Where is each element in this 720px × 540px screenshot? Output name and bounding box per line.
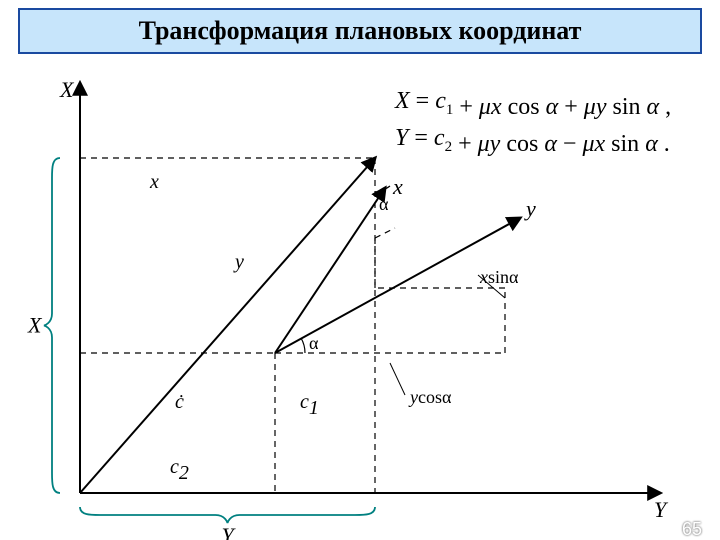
svg-text:Y: Y [654,497,669,522]
slide: Трансформация плановых координат XYxyααx… [0,8,720,540]
svg-text:ċ: ċ [175,391,184,413]
title-text: Трансформация плановых координат [139,16,582,45]
diagram-svg: XYxyααxyċc1c2ycosαxsinαXYX = c1 + μx co… [0,63,720,540]
svg-text:X: X [59,77,75,102]
svg-text:x: x [149,171,159,193]
svg-text:ycosα: ycosα [408,387,452,407]
svg-text:Y: Y [222,523,237,540]
svg-text:Y = c2 + μy cos α − μx sin α .: Y = c2 + μy cos α − μx sin α . [395,125,670,157]
svg-text:xsinα: xsinα [479,267,519,287]
svg-text:c1: c1 [300,391,319,419]
svg-text:α: α [309,333,319,353]
svg-text:X = c1 + μx cos α + μy sin α ,: X = c1 + μx cos α + μy sin α , [394,88,671,120]
svg-text:y: y [233,251,244,273]
title-bar: Трансформация плановых координат [18,8,702,54]
svg-text:X: X [27,313,43,338]
svg-text:c2: c2 [170,456,189,484]
svg-text:α: α [379,194,389,214]
page-number: 65 [682,519,702,540]
svg-text:y: y [524,196,536,221]
svg-text:x: x [392,174,403,199]
